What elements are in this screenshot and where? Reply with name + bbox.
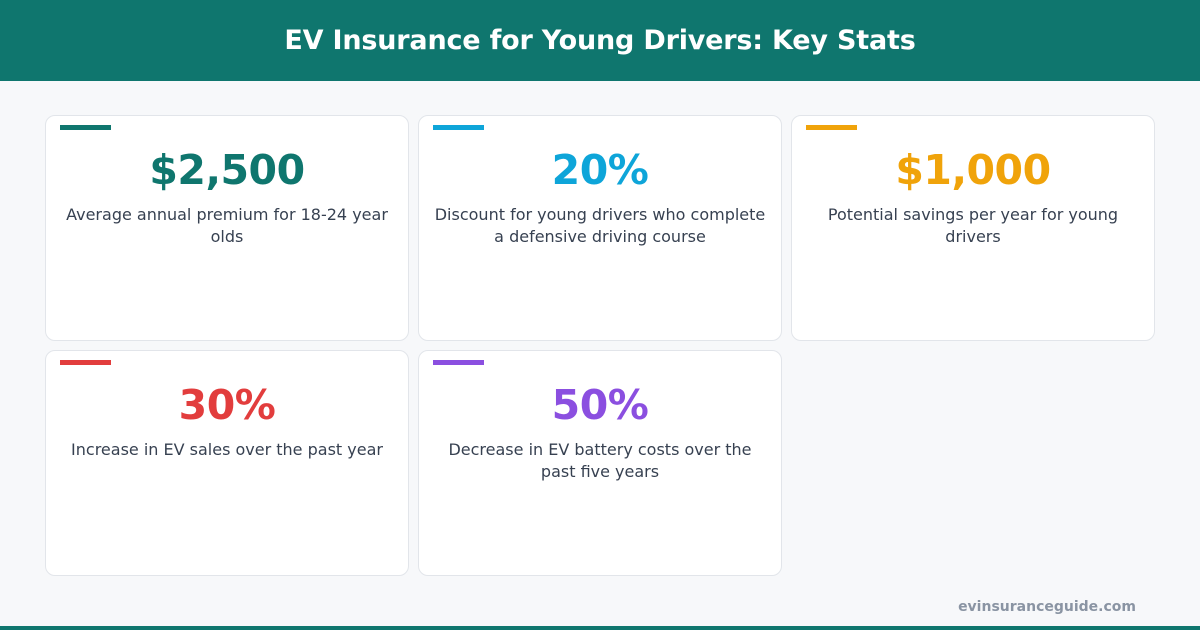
stat-value: $2,500 [149,146,305,194]
stat-description: Increase in EV sales over the past year [71,440,383,459]
stat-description: Average annual premium for 18-24 year ol… [66,205,388,246]
card-accent-bar [60,360,111,365]
stat-card-ev-sales: 30% Increase in EV sales over the past y… [45,350,409,576]
title-banner: EV Insurance for Young Drivers: Key Stat… [0,0,1200,81]
card-accent-bar [433,360,484,365]
stat-value: $1,000 [895,146,1051,194]
stat-value: 20% [551,146,649,194]
card-accent-bar [806,125,857,130]
card-accent-bar [60,125,111,130]
stat-card-savings: $1,000 Potential savings per year for yo… [791,115,1155,341]
bottom-accent-bar [0,626,1200,630]
card-accent-bar [433,125,484,130]
stat-description: Discount for young drivers who complete … [434,205,766,246]
stat-card-battery-costs: 50% Decrease in EV battery costs over th… [418,350,782,576]
page-title: EV Insurance for Young Drivers: Key Stat… [284,25,916,56]
website-url: evinsuranceguide.com [958,599,1136,615]
stat-card-premium: $2,500 Average annual premium for 18-24 … [45,115,409,341]
stat-value: 50% [551,381,649,429]
stat-value: 30% [178,381,276,429]
stat-card-discount: 20% Discount for young drivers who compl… [418,115,782,341]
stat-description: Potential savings per year for young dri… [827,205,1119,246]
stat-description: Decrease in EV battery costs over the pa… [448,440,752,481]
